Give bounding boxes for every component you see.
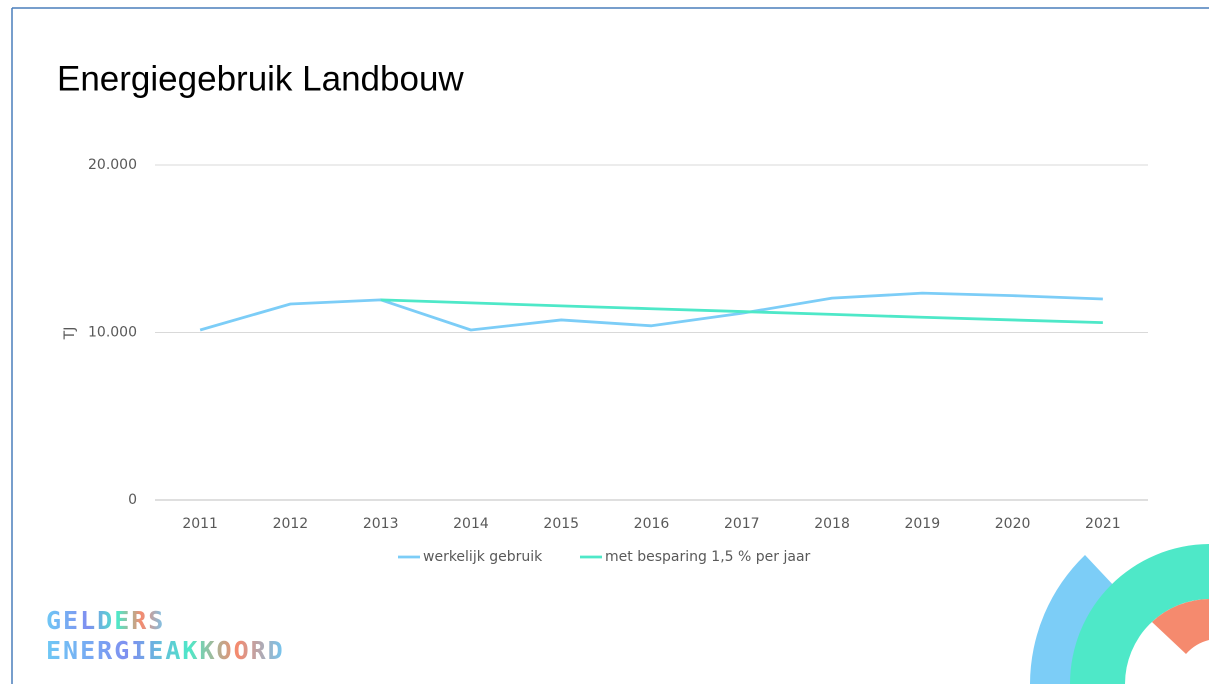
decoration: [1152, 599, 1209, 654]
x-tick-label: 2018: [814, 516, 850, 532]
x-tick-label: 2017: [724, 516, 760, 532]
x-tick-label: 2015: [543, 516, 579, 532]
y-axis-label: TJ: [62, 327, 78, 341]
x-tick-label: 2011: [182, 516, 218, 532]
logo-text: GELDERS: [46, 606, 165, 635]
x-tick-label: 2013: [363, 516, 399, 532]
data-line: [199, 291, 1103, 332]
x-tick-label: 2012: [273, 516, 309, 532]
x-tick-label: 2016: [634, 516, 670, 532]
legend-label: met besparing 1,5 % per jaar: [605, 549, 811, 565]
y-tick-label: 20.000: [88, 157, 137, 173]
x-tick-label: 2021: [1085, 516, 1121, 532]
legend-label: werkelijk gebruik: [423, 549, 543, 565]
x-tick-label: 2014: [453, 516, 489, 532]
decoration: [1070, 544, 1209, 684]
y-tick-label: 0: [128, 492, 137, 508]
chart-title: Energiegebruik Landbouw: [57, 59, 464, 98]
y-tick-label: 10.000: [88, 325, 137, 341]
x-tick-label: 2020: [995, 516, 1031, 532]
x-tick-label: 2019: [904, 516, 940, 532]
logo-text: ENERGIEAKKOORD: [46, 636, 285, 665]
decoration: [1030, 555, 1116, 684]
data-line: [380, 298, 1103, 325]
